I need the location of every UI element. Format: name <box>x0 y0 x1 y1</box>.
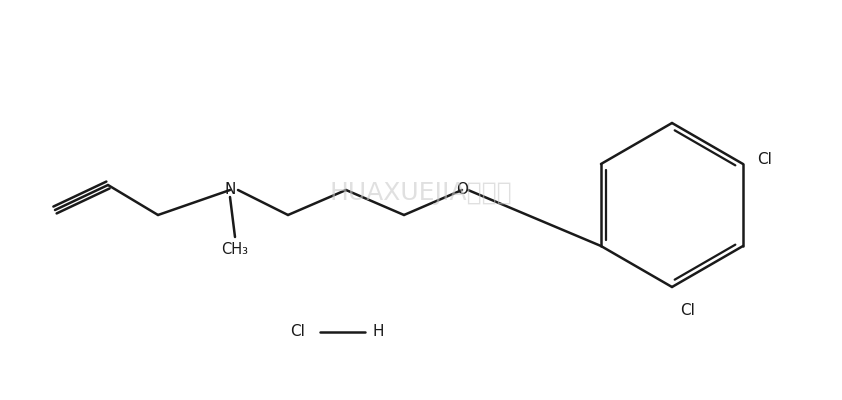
Text: CH₃: CH₃ <box>221 242 248 256</box>
Text: O: O <box>456 182 468 198</box>
Text: HUAXUEJIA化学加: HUAXUEJIA化学加 <box>330 181 512 205</box>
Text: N: N <box>224 182 236 198</box>
Text: Cl: Cl <box>680 303 695 318</box>
Text: Cl: Cl <box>757 152 772 168</box>
Text: H: H <box>372 324 384 340</box>
Text: Cl: Cl <box>290 324 306 340</box>
